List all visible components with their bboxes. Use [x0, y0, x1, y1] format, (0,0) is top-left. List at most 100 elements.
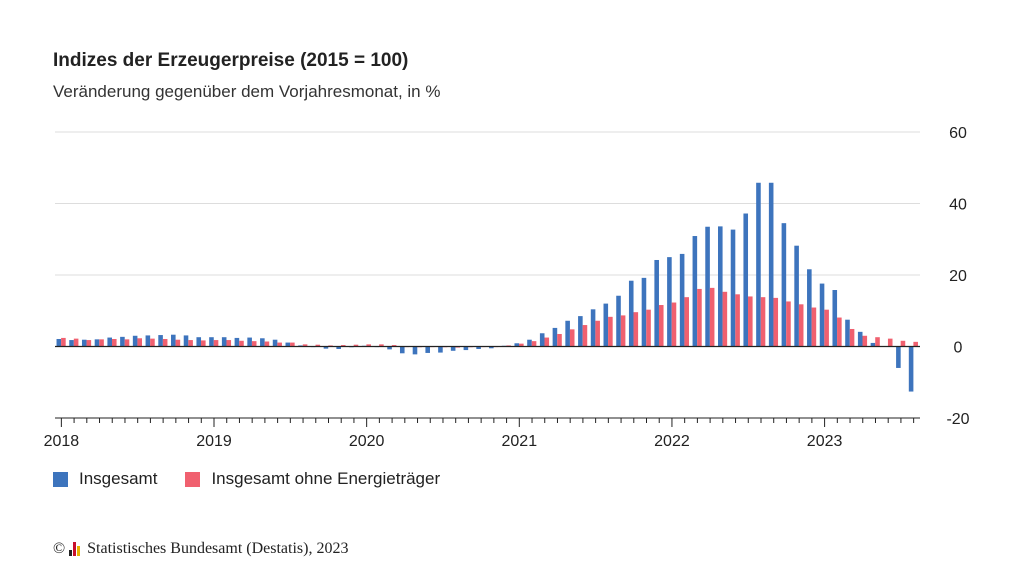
y-tick-label: 60: [949, 125, 967, 142]
bar-ohne-energietraeger: [226, 340, 232, 347]
bar-ohne-energietraeger: [340, 345, 346, 347]
bar-ohne-energietraeger: [353, 344, 359, 347]
bar-ohne-energietraeger: [366, 344, 371, 347]
bar-insgesamt: [832, 290, 838, 347]
x-tick-label: 2023: [807, 433, 843, 450]
bar-ohne-energietraeger: [595, 320, 600, 347]
bar-insgesamt: [145, 335, 151, 347]
y-tick-label: -20: [946, 411, 969, 428]
bar-insgesamt: [807, 269, 812, 347]
bar-insgesamt: [616, 295, 621, 347]
bar-insgesamt: [565, 320, 570, 347]
x-tick-label: 2020: [349, 433, 385, 450]
bar-ohne-energietraeger: [73, 338, 79, 347]
bar-insgesamt: [628, 280, 634, 347]
bar-insgesamt: [654, 259, 659, 347]
bar-insgesamt: [247, 337, 252, 347]
legend-swatch-ohne-energietraeger: [185, 471, 201, 487]
bar-insgesamt: [794, 245, 799, 347]
bar-ohne-energietraeger: [239, 340, 244, 347]
bar-insgesamt: [705, 226, 710, 347]
bar-ohne-energietraeger: [137, 338, 143, 347]
bar-insgesamt: [94, 339, 100, 347]
bar-insgesamt: [336, 346, 341, 349]
bar-ohne-energietraeger: [162, 338, 168, 347]
x-tick-label: 2019: [196, 433, 232, 450]
bar-ohne-energietraeger: [798, 304, 804, 347]
legend-item-ohne-energietraeger[interactable]: Insgesamt ohne Energieträger: [185, 469, 440, 489]
bar-insgesamt: [857, 331, 863, 347]
bar-ohne-energietraeger: [748, 296, 753, 347]
y-tick-label: 40: [949, 197, 967, 214]
bar-ohne-energietraeger: [735, 294, 740, 347]
bar-insgesamt: [476, 346, 481, 349]
bar-ohne-energietraeger: [862, 335, 868, 347]
bar-insgesamt: [539, 333, 545, 347]
bar-insgesamt: [107, 337, 112, 347]
bar-insgesamt: [845, 319, 850, 347]
bar-ohne-energietraeger: [569, 329, 575, 347]
bar-ohne-energietraeger: [900, 340, 906, 347]
bar-insgesamt: [387, 346, 392, 350]
bar-insgesamt: [209, 337, 214, 347]
bar-ohne-energietraeger: [875, 337, 880, 347]
legend: Insgesamt Insgesamt ohne Energieträger: [53, 469, 468, 489]
bar-ohne-energietraeger: [913, 341, 918, 347]
bar-insgesamt: [120, 336, 125, 347]
bar-insgesamt: [552, 327, 558, 347]
bar-insgesamt: [590, 309, 596, 347]
bar-ohne-energietraeger: [633, 312, 639, 347]
bar-insgesamt: [527, 339, 532, 347]
chart-subtitle: Veränderung gegenüber dem Vorjahresmonat…: [53, 82, 441, 101]
legend-label-insgesamt: Insgesamt: [79, 469, 158, 488]
bar-ohne-energietraeger: [264, 341, 270, 347]
bar-ohne-energietraeger: [544, 337, 550, 347]
bar-insgesamt: [56, 338, 62, 347]
bar-ohne-energietraeger: [773, 297, 779, 347]
bar-ohne-energietraeger: [608, 316, 613, 347]
bar-insgesamt: [450, 346, 456, 351]
bar-ohne-energietraeger: [111, 338, 117, 347]
bar-ohne-energietraeger: [290, 342, 295, 347]
bar-insgesamt: [81, 339, 87, 347]
bar-insgesamt: [514, 343, 520, 347]
bar-insgesamt: [730, 229, 736, 347]
bar-ohne-energietraeger: [646, 309, 651, 347]
bar-ohne-energietraeger: [837, 317, 842, 347]
bar-insgesamt: [603, 303, 609, 347]
bar-ohne-energietraeger: [620, 315, 626, 347]
bar-insgesamt: [221, 337, 227, 347]
bar-insgesamt: [667, 257, 672, 347]
bar-ohne-energietraeger: [760, 297, 766, 347]
bar-ohne-energietraeger: [697, 288, 702, 347]
bar-ohne-energietraeger: [61, 337, 66, 347]
bar-insgesamt: [756, 182, 761, 347]
bar-ohne-energietraeger: [582, 325, 588, 347]
x-tick-label: 2022: [654, 433, 690, 450]
bar-ohne-energietraeger: [99, 339, 104, 347]
bar-ohne-energietraeger: [531, 341, 537, 347]
bar-insgesamt: [196, 337, 202, 347]
bar-insgesamt: [896, 346, 901, 368]
bar-ohne-energietraeger: [201, 340, 206, 347]
bar-insgesamt: [69, 340, 74, 347]
bar-insgesamt: [908, 346, 914, 392]
bar-ohne-energietraeger: [811, 307, 817, 347]
bar-insgesamt: [171, 334, 176, 347]
bar-insgesamt: [819, 283, 825, 347]
legend-swatch-insgesamt: [53, 471, 68, 487]
bar-insgesamt: [399, 346, 405, 354]
bar-insgesamt: [718, 226, 723, 347]
bar-ohne-energietraeger: [658, 305, 664, 347]
bar-insgesamt: [463, 346, 469, 351]
bar-insgesamt: [781, 223, 787, 347]
legend-item-insgesamt[interactable]: Insgesamt: [53, 469, 157, 489]
bar-insgesamt: [768, 182, 774, 347]
bar-ohne-energietraeger: [786, 301, 791, 347]
bar-ohne-energietraeger: [150, 338, 155, 347]
bar-ohne-energietraeger: [849, 328, 855, 347]
bar-ohne-energietraeger: [124, 339, 130, 347]
source-text: Statistisches Bundesamt (Destatis), 2023: [87, 540, 349, 557]
bar-ohne-energietraeger: [391, 345, 397, 347]
